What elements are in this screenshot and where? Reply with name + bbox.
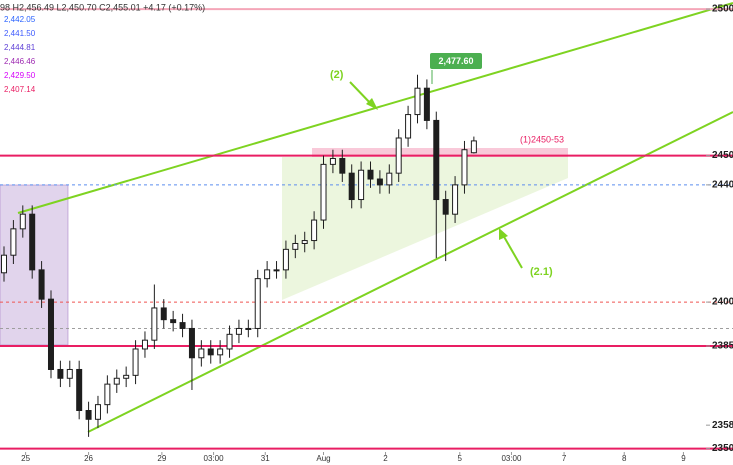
candle-body <box>329 158 336 165</box>
ohlc-header: 98 H2,456.49 L2,450.70 C2,455.01 +4.17 (… <box>0 2 205 12</box>
candle-body <box>405 114 412 139</box>
high-label-box <box>430 53 482 69</box>
wave-label: (2.1) <box>530 266 553 278</box>
y-tick-label: 2500 <box>712 4 733 15</box>
candle-body <box>264 269 271 280</box>
indicator-value: 2,429.50 <box>4 71 36 80</box>
candle-body <box>339 158 346 174</box>
candles <box>1 74 477 437</box>
candle-body <box>470 140 477 154</box>
candle-body <box>94 404 101 420</box>
candle-body <box>170 319 177 324</box>
candle-body <box>47 298 54 370</box>
indicator-value: 2,444.81 <box>4 43 36 52</box>
y-tick-label: 2440 <box>712 180 733 191</box>
candle-body <box>104 383 111 406</box>
candle-body <box>123 374 130 379</box>
candle-body <box>292 242 299 250</box>
candle-body <box>57 368 64 379</box>
x-tick-label: 2 <box>383 454 388 463</box>
x-tick-label: Aug <box>316 454 330 463</box>
candle-body <box>301 240 308 244</box>
indicator-legend: 2,442.05 2,441.50 2,444.81 2,446.46 2,429.50… <box>4 15 36 94</box>
levels <box>0 8 733 450</box>
time-axis: 25 26 29 03:00 31 Aug 2 5 03:00 7 8 9 <box>21 452 686 463</box>
y-tick-label: 2385 <box>712 341 733 352</box>
candle-body <box>423 87 430 121</box>
candle-body <box>273 269 280 272</box>
candle-body <box>348 172 355 201</box>
candle-body <box>151 307 158 341</box>
candle-body <box>38 269 45 300</box>
candle-body <box>254 278 261 329</box>
x-tick-label: 29 <box>157 454 166 463</box>
indicator-value: 2,441.50 <box>4 29 36 38</box>
candle-body <box>179 322 186 329</box>
x-tick-label: 5 <box>458 454 463 463</box>
candle-body <box>207 348 214 356</box>
x-tick-label: 25 <box>21 454 30 463</box>
candle-body <box>19 213 26 230</box>
candle-body <box>85 410 92 420</box>
arrow <box>502 234 523 269</box>
candle-body <box>461 149 468 186</box>
x-tick-label: 8 <box>622 454 627 463</box>
arrowhead <box>366 98 378 110</box>
candle-body <box>376 178 383 186</box>
arrowhead <box>499 228 508 240</box>
lower-trendline <box>87 111 733 433</box>
y-tick-label: 2358 <box>712 420 733 431</box>
candle-body <box>442 199 449 215</box>
x-tick-label: 26 <box>84 454 93 463</box>
candle-body <box>311 219 318 242</box>
candle-body <box>452 184 459 215</box>
candle-body <box>320 163 327 221</box>
y-tick-label: 2400 <box>712 297 733 308</box>
candle-body <box>367 169 374 180</box>
candle-body <box>235 327 242 335</box>
candle-body <box>66 368 73 379</box>
candle-body <box>433 119 440 201</box>
candle-body <box>113 377 120 385</box>
indicator-value: 2,442.05 <box>4 15 36 24</box>
candle-body <box>141 339 148 350</box>
zone-label: (1)2450-53 <box>520 134 564 144</box>
y-tick-label: 2350 <box>712 443 733 454</box>
candle-body <box>10 228 17 256</box>
candle-body <box>282 248 289 271</box>
candle-body <box>188 327 195 359</box>
candle-body <box>1 254 7 274</box>
x-tick-label: 31 <box>261 454 270 463</box>
x-tick-label: 9 <box>681 454 686 463</box>
high-label: 2,477.60 <box>438 56 473 66</box>
x-tick-label: 03:00 <box>204 454 225 463</box>
candle-body <box>132 348 139 376</box>
indicator-value: 2,407.14 <box>4 85 36 94</box>
candle-body <box>386 172 393 186</box>
candle-body <box>217 348 224 356</box>
x-tick-label: 7 <box>562 454 567 463</box>
candle-body <box>198 348 205 359</box>
price-axis: 2500 2450 2440 2400 2385 2358 2350 <box>706 4 733 454</box>
candle-body <box>395 137 402 174</box>
candle-body <box>160 307 167 321</box>
candle-body <box>414 87 421 116</box>
candle-body <box>76 368 83 412</box>
wave-label: (2) <box>330 69 344 81</box>
candle-body <box>226 333 233 350</box>
y-tick-label: 2450 <box>712 150 733 161</box>
candle-body <box>29 213 36 271</box>
pink-zone <box>312 148 568 157</box>
x-tick-label: 03:00 <box>501 454 522 463</box>
candle-body <box>358 169 365 201</box>
candle-body <box>245 327 252 330</box>
indicator-value: 2,446.46 <box>4 57 36 66</box>
